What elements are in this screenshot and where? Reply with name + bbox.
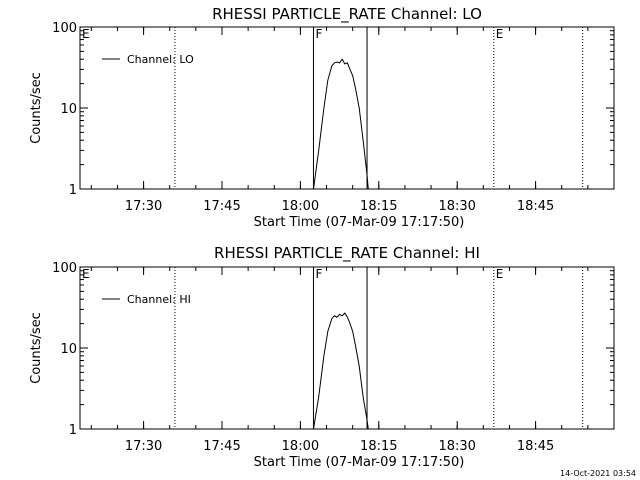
x-tick-label: 17:45 <box>203 439 240 454</box>
y-tick-label: 10 <box>60 102 77 117</box>
footer-timestamp: 14-Oct-2021 03:54 <box>560 469 636 478</box>
y-axis-label: Counts/sec <box>29 72 44 144</box>
marker-annotation: E <box>82 267 90 281</box>
x-tick-label: 18:45 <box>517 439 554 454</box>
y-tick-label: 100 <box>52 21 77 36</box>
x-tick-label: 18:30 <box>438 199 475 214</box>
x-tick-label: 17:30 <box>125 439 162 454</box>
x-tick-label: 18:00 <box>282 439 319 454</box>
y-tick-label: 1 <box>69 183 77 198</box>
chart-title: RHESSI PARTICLE_RATE Channel: HI <box>214 244 480 263</box>
marker-annotation: E <box>496 27 504 41</box>
y-tick-label: 100 <box>52 261 77 276</box>
x-tick-label: 18:15 <box>360 199 397 214</box>
x-tick-label: 18:00 <box>282 199 319 214</box>
y-axis-label: Counts/sec <box>29 312 44 384</box>
series-line <box>313 58 369 190</box>
plot-frame <box>79 266 615 430</box>
plot-frame <box>79 26 615 190</box>
x-tick-label: 18:15 <box>360 439 397 454</box>
x-tick-label: 18:30 <box>438 439 475 454</box>
legend-label: Channel: LO <box>127 53 194 66</box>
x-axis-label: Start Time (07-Mar-09 17:17:50) <box>254 455 465 470</box>
marker-annotation: F <box>315 267 322 281</box>
chart-title: RHESSI PARTICLE_RATE Channel: LO <box>212 5 482 24</box>
x-tick-label: 18:45 <box>517 199 554 214</box>
legend-label: Channel: HI <box>127 293 191 306</box>
marker-annotation: E <box>496 267 504 281</box>
x-tick-label: 17:30 <box>125 199 162 214</box>
y-tick-label: 10 <box>60 342 77 357</box>
x-tick-label: 17:45 <box>203 199 240 214</box>
series-line <box>313 312 369 430</box>
y-tick-label: 1 <box>69 423 77 438</box>
marker-annotation: F <box>315 27 322 41</box>
x-axis-label: Start Time (07-Mar-09 17:17:50) <box>254 215 465 230</box>
marker-annotation: E <box>82 27 90 41</box>
